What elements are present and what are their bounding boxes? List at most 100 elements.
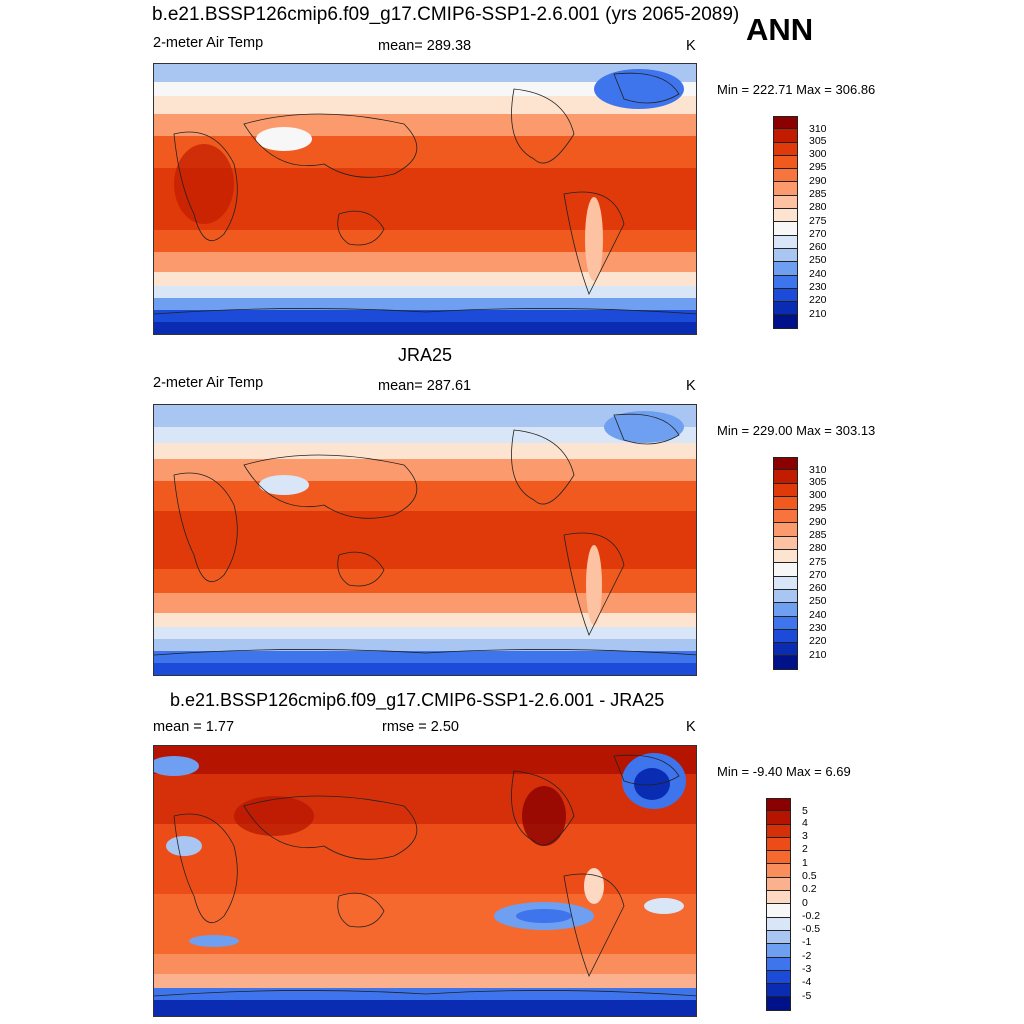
panel-diff-title: b.e21.BSSP126cmip6.f09_g17.CMIP6-SSP1-2.… bbox=[170, 690, 665, 710]
panel-obs-colorbar: 310 305 300 295 290 285 280 275 270 260 250 240 230 2… bbox=[773, 457, 827, 670]
colorbar-swatch bbox=[773, 656, 798, 670]
colorbar-swatch: 295 bbox=[773, 155, 827, 173]
figure-title: b.e21.BSSP126cmip6.f09_g17.CMIP6-SSP1-2.… bbox=[152, 4, 740, 25]
colorbar-swatch: 2 bbox=[766, 837, 808, 855]
colorbar-swatch: 240 bbox=[773, 603, 827, 621]
colorbar-swatch: 230 bbox=[773, 616, 827, 634]
panel-model-units-label: K bbox=[686, 38, 696, 54]
colorbar-tick-label: 4 bbox=[802, 816, 808, 829]
colorbar-tick-label: 250 bbox=[809, 595, 827, 608]
colorbar-swatch: 240 bbox=[773, 262, 827, 280]
panel-diff-minmax: Min = -9.40 Max = 6.69 bbox=[717, 764, 851, 779]
colorbar-tick-label: 280 bbox=[809, 201, 827, 214]
colorbar-swatch: 0.2 bbox=[766, 877, 817, 895]
panel-obs-variable-label: 2-meter Air Temp bbox=[153, 375, 264, 391]
panel-diff-rmse-label: rmse = 2.50 bbox=[382, 719, 459, 735]
colorbar-swatch: 230 bbox=[773, 275, 827, 293]
colorbar-swatch: 250 bbox=[773, 248, 827, 266]
colorbar-swatch: 270 bbox=[773, 563, 827, 581]
colorbar-tick-label: 290 bbox=[809, 515, 827, 528]
colorbar-swatch: 270 bbox=[773, 222, 827, 240]
season-label: ANN bbox=[746, 12, 814, 47]
colorbar-swatch: 280 bbox=[773, 536, 827, 554]
colorbar-tick-label: 270 bbox=[809, 227, 827, 240]
panel-diff-units-label: K bbox=[686, 719, 696, 735]
colorbar-tick-label: 230 bbox=[809, 281, 827, 294]
colorbar-swatch: -5 bbox=[766, 984, 811, 1002]
colorbar-tick-label: 290 bbox=[809, 174, 827, 187]
colorbar-tick-label: -4 bbox=[802, 976, 812, 989]
colorbar-tick-label: 0.2 bbox=[802, 883, 817, 896]
panel-model-variable-label: 2-meter Air Temp bbox=[153, 35, 264, 51]
panel-diff-map bbox=[153, 745, 697, 1017]
panel-model-mean-label: mean= 289.38 bbox=[378, 38, 472, 54]
colorbar-tick-label: 300 bbox=[809, 489, 827, 502]
colorbar-swatch: 310 bbox=[773, 116, 827, 135]
panel-obs-title: JRA25 bbox=[398, 345, 453, 365]
colorbar-swatch: 275 bbox=[773, 550, 827, 568]
colorbar-swatch: 5 bbox=[766, 798, 808, 817]
colorbar-swatch: -0.5 bbox=[766, 917, 820, 935]
colorbar-swatch: -0.2 bbox=[766, 904, 820, 922]
colorbar-swatch: 310 bbox=[773, 457, 827, 476]
colorbar-swatch: 275 bbox=[773, 209, 827, 227]
colorbar-tick-label: 230 bbox=[809, 622, 827, 635]
colorbar-tick-label: -3 bbox=[802, 963, 812, 976]
colorbar-tick-label: 295 bbox=[809, 161, 827, 174]
colorbar-tick-label: -2 bbox=[802, 949, 812, 962]
colorbar-tick-label: 0.5 bbox=[802, 869, 817, 882]
colorbar-tick-label: 260 bbox=[809, 241, 827, 254]
colorbar-tick-label: 305 bbox=[809, 134, 827, 147]
colorbar-tick-label: 0 bbox=[802, 896, 808, 909]
colorbar-swatch: 210 bbox=[773, 643, 827, 661]
colorbar-swatch: 280 bbox=[773, 195, 827, 213]
colorbar-tick-label: 250 bbox=[809, 254, 827, 267]
colorbar-tick-label: 305 bbox=[809, 475, 827, 488]
colorbar-tick-label: 270 bbox=[809, 568, 827, 581]
panel-model-map bbox=[153, 63, 697, 335]
colorbar-tick-label: 210 bbox=[809, 648, 827, 661]
panel-obs-map bbox=[153, 404, 697, 676]
colorbar-tick-label: -1 bbox=[802, 936, 812, 949]
colorbar-swatch: 0.5 bbox=[766, 864, 817, 882]
panel-diff-colorbar: 5 4 3 2 1 0.5 0.2 0 -0.2 -0.5 -1 -2 -3 -4 -5 bbox=[766, 798, 820, 1011]
colorbar-swatch: 220 bbox=[773, 288, 827, 306]
colorbar-swatch: 295 bbox=[773, 496, 827, 514]
colorbar-tick-label: 220 bbox=[809, 294, 827, 307]
panel-obs-minmax: Min = 229.00 Max = 303.13 bbox=[717, 423, 876, 438]
colorbar-swatch: 305 bbox=[773, 470, 827, 488]
colorbar-tick-label: 1 bbox=[802, 856, 808, 869]
colorbar-tick-label: 240 bbox=[809, 267, 827, 280]
colorbar-swatch: 250 bbox=[773, 589, 827, 607]
colorbar-tick-label: 310 bbox=[809, 122, 827, 135]
colorbar-tick-label: 295 bbox=[809, 502, 827, 515]
colorbar-swatch: 260 bbox=[773, 235, 827, 253]
colorbar-swatch: 4 bbox=[766, 811, 808, 829]
colorbar-swatch: 260 bbox=[773, 576, 827, 594]
colorbar-swatch: 285 bbox=[773, 523, 827, 541]
panel-obs-units-label: K bbox=[686, 378, 696, 394]
colorbar-tick-label: 2 bbox=[802, 843, 808, 856]
colorbar-tick-label: 300 bbox=[809, 148, 827, 161]
panel-obs-mean-label: mean= 287.61 bbox=[378, 378, 472, 394]
panel-diff-mean-label: mean = 1.77 bbox=[153, 719, 235, 735]
colorbar-tick-label: 280 bbox=[809, 542, 827, 555]
colorbar-tick-label: 240 bbox=[809, 608, 827, 621]
colorbar-swatch: 290 bbox=[773, 510, 827, 528]
colorbar-tick-label: 5 bbox=[802, 804, 808, 817]
colorbar-tick-label: 275 bbox=[809, 555, 827, 568]
colorbar-tick-label: 275 bbox=[809, 214, 827, 227]
colorbar-swatch: -3 bbox=[766, 957, 811, 975]
panel-model-minmax: Min = 222.71 Max = 306.86 bbox=[717, 82, 876, 97]
colorbar-swatch: 285 bbox=[773, 182, 827, 200]
colorbar-swatch: 220 bbox=[773, 629, 827, 647]
colorbar-swatch: 3 bbox=[766, 824, 808, 842]
colorbar-tick-label: 210 bbox=[809, 307, 827, 320]
colorbar-tick-label: 3 bbox=[802, 830, 808, 843]
colorbar-tick-label: -0.5 bbox=[802, 923, 821, 936]
colorbar-swatch bbox=[766, 997, 791, 1011]
colorbar-swatch: 300 bbox=[773, 483, 827, 501]
colorbar-tick-label: 260 bbox=[809, 582, 827, 595]
colorbar-tick-label: 310 bbox=[809, 463, 827, 476]
colorbar-swatch: 300 bbox=[773, 142, 827, 160]
